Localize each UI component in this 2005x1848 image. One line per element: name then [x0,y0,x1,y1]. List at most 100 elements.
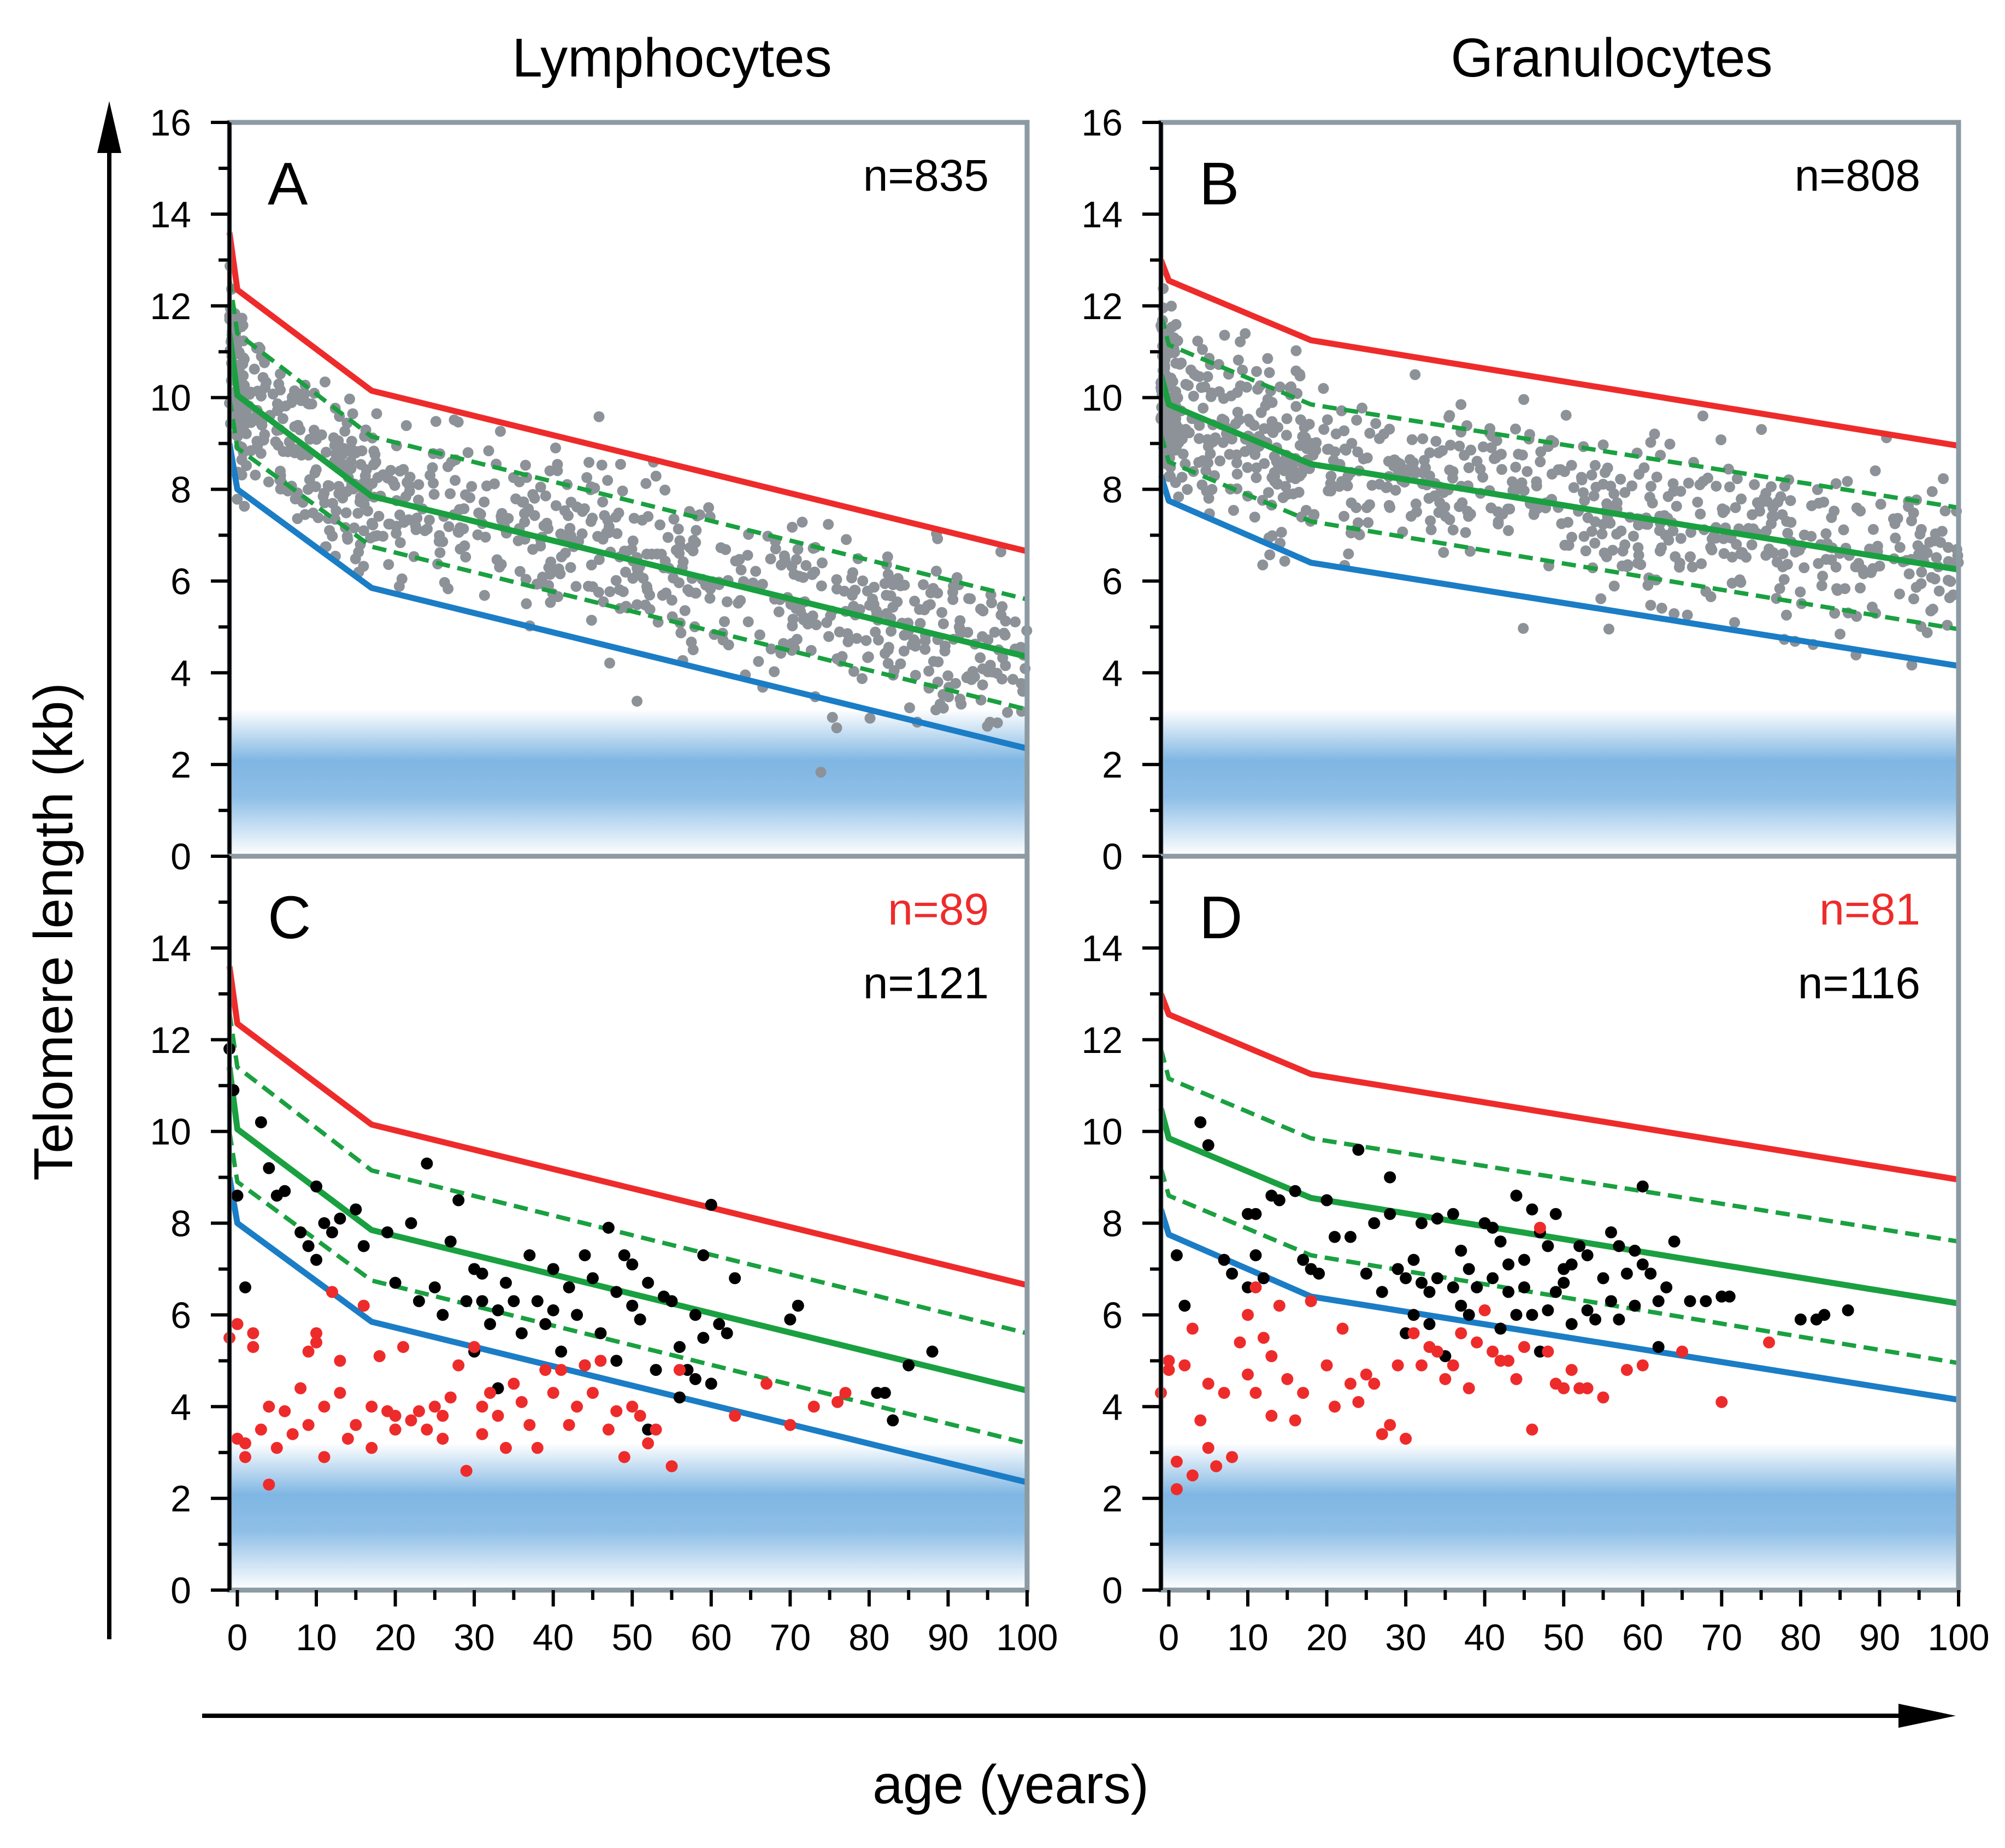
patient-point-black [1700,1295,1712,1308]
y-axis-label: Telomere length (kb) [23,682,84,1181]
healthy-point [1264,549,1276,561]
y-axis-arrowhead [97,101,121,153]
healthy-point [1279,555,1290,567]
patient-point-black [1565,1318,1578,1331]
healthy-point [1378,428,1390,440]
healthy-point [831,574,842,585]
patient-point-black [279,1185,291,1197]
y-tick-label: 2 [1102,1478,1123,1520]
patient-point-red [1178,1359,1191,1372]
patient-point-black [1249,1249,1262,1262]
patient-point-red [310,1327,323,1339]
x-tick-label: 10 [296,1617,337,1658]
panel-letter-a: A [268,150,308,217]
healthy-point [787,521,798,533]
healthy-point [1180,458,1191,470]
patient-point-black [1494,1322,1507,1335]
patient-point-black [460,1295,473,1308]
healthy-point [679,605,691,616]
healthy-point [483,445,494,457]
healthy-point [1182,484,1193,495]
panel-letter-b: B [1199,150,1239,217]
patient-point-red [1202,1378,1214,1390]
y-tick-label: 12 [1081,286,1123,327]
healthy-point [562,510,574,521]
patient-point-black [1423,1286,1436,1298]
healthy-point [550,500,562,511]
healthy-point [1948,589,1959,601]
patient-point-red [444,1391,457,1404]
x-tick-label: 90 [1859,1617,1901,1658]
percentile-line-p90-d [1159,1048,1959,1244]
healthy-point [882,569,894,580]
healthy-point [294,424,306,435]
healthy-point [1855,505,1866,517]
patient-point-black [1329,1231,1341,1243]
healthy-point [1927,603,1938,615]
healthy-point [611,528,623,539]
healthy-point [430,416,441,427]
healthy-point [765,553,776,564]
healthy-point [520,574,532,585]
healthy-point [1281,429,1292,441]
healthy-point [550,442,561,454]
healthy-point [592,531,604,542]
y-tick-label: 4 [1102,1386,1123,1428]
healthy-point [898,645,910,657]
healthy-point [304,474,315,485]
healthy-point [1293,486,1305,498]
healthy-point [1170,444,1181,456]
healthy-point [1754,505,1766,517]
y-tick-label: 6 [1102,1294,1123,1336]
patient-point-black [326,1226,338,1239]
patient-point-red [1281,1373,1294,1385]
healthy-point [677,556,689,568]
panel-d: 0 2 4 6 8 10 12 14 0 10 20 30 40 50 60 70 80 90 100 D n=81 n=… [1081,854,1990,1658]
healthy-point [1916,567,1927,578]
y-tick-label: 0 [1102,1570,1123,1611]
patient-point-black [1589,1313,1602,1326]
healthy-point [723,639,734,651]
healthy-point [537,572,549,583]
healthy-point [882,551,893,563]
y-tick-label: 8 [170,469,191,511]
patient-point-black [1558,1276,1570,1289]
healthy-point [638,573,649,584]
y-tick-label: 14 [150,194,191,236]
patient-point-black [1597,1272,1609,1285]
patient-point-black [1542,1304,1554,1316]
patient-point-red [1431,1345,1443,1358]
healthy-point [1322,444,1333,455]
healthy-point [1284,465,1296,476]
healthy-point [1518,394,1530,405]
healthy-point [372,472,384,484]
healthy-point [412,495,424,506]
healthy-point [1409,468,1420,479]
percentile-line-p90-b [1159,314,1959,510]
healthy-point [1166,433,1178,445]
healthy-point [807,610,818,622]
healthy-point [340,507,352,519]
patient-point-black [1502,1286,1515,1298]
short-telomere-zone-a [229,709,1027,856]
healthy-point [1597,479,1609,490]
y-tick-label: 0 [170,836,191,878]
healthy-point [586,615,597,626]
healthy-point [909,596,921,607]
healthy-point [1782,558,1793,570]
healthy-point [479,590,490,601]
y-tick-label: 8 [1102,469,1123,511]
patient-point-red [263,1400,275,1413]
healthy-point [371,408,382,420]
y-tick-label: 10 [150,1111,191,1153]
y-tick-label: 2 [1102,744,1123,786]
healthy-point [1580,545,1591,557]
patient-point-black [1494,1235,1507,1248]
patient-point-black [1668,1235,1680,1248]
percentile-line-p99-a [226,232,1028,555]
healthy-point [1562,516,1573,528]
healthy-point [1522,466,1533,477]
healthy-point [1830,478,1842,490]
healthy-point [899,629,910,641]
